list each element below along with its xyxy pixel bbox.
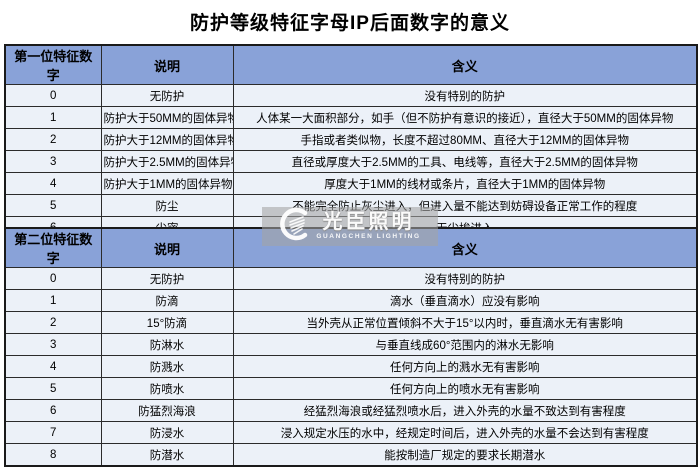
digit-cell: 2: [4, 128, 102, 151]
digit-cell: 7: [4, 421, 102, 444]
meaning-cell: 浸入规定水压的水中，经规定时间后，进入外壳的水量不会达到有害程度: [232, 421, 698, 444]
meaning-cell: 滴水（垂直滴水）应没有影响: [232, 289, 698, 312]
desc-cell: 防护大于2.5MM的固体异物: [100, 150, 234, 173]
desc-cell: 防潜水: [100, 443, 234, 467]
meaning-cell: 没有特别的防护: [232, 267, 698, 290]
table-row: 0 无防护 没有特别的防护: [4, 267, 698, 290]
table-row: 4 防护大于1MM的固体异物 厚度大于1MM的线材或条片，直径大于1MM的固体异…: [4, 172, 698, 195]
table-row: 2 15°防滴 当外壳从正常位置倾斜不大于15°以内时，垂直滴水无有害影响: [4, 311, 698, 334]
second-digit-table: 第二位特征数字 说明 含义 0 无防护 没有特别的防护 1 防滴 滴水（垂直滴水…: [4, 227, 698, 467]
col-header-description: 说明: [100, 227, 234, 268]
desc-cell: 防淋水: [100, 333, 234, 356]
desc-cell: 无防护: [100, 84, 234, 107]
desc-cell: 防浸水: [100, 421, 234, 444]
col-header-meaning: 含义: [232, 44, 698, 85]
meaning-cell: 人体某一大面积部分，如手（但不防护有意识的接近），直径大于50MM的固体异物: [232, 106, 698, 129]
brand-name-en: GUANGCHEN LIGHTING: [316, 233, 421, 241]
meaning-cell: 任何方向上的溅水无有害影响: [232, 355, 698, 378]
col-header-second-digit: 第二位特征数字: [4, 227, 102, 268]
digit-cell: 0: [4, 267, 102, 290]
col-header-first-digit: 第一位特征数字: [4, 44, 102, 85]
table-header-row: 第一位特征数字 说明 含义: [4, 44, 698, 85]
meaning-cell: 厚度大于1MM的线材或条片，直径大于1MM的固体异物: [232, 172, 698, 195]
page-title: 防护等级特征字母IP后面数字的意义: [190, 13, 510, 34]
digit-cell: 3: [4, 333, 102, 356]
desc-cell: 无防护: [100, 267, 234, 290]
digit-cell: 5: [4, 377, 102, 400]
meaning-cell: 直径或厚度大于2.5MM的工具、电线等，直径大于2.5MM的固体异物: [232, 150, 698, 173]
meaning-cell: 任何方向上的喷水无有害影响: [232, 377, 698, 400]
digit-cell: 1: [4, 106, 102, 129]
desc-cell: 防滴: [100, 289, 234, 312]
brand-name-cn: 光臣照明: [322, 211, 415, 234]
meaning-cell: 能按制造厂规定的要求长期潜水: [232, 443, 698, 467]
digit-cell: 0: [4, 84, 102, 107]
digit-cell: 2: [4, 311, 102, 334]
desc-cell: 防护大于12MM的固体异物: [100, 128, 234, 151]
meaning-cell: 经猛烈海浪或经猛烈喷水后，进入外壳的水量不致达到有害程度: [232, 399, 698, 422]
guangchen-logo-icon: [279, 207, 313, 246]
col-header-description: 说明: [100, 44, 234, 85]
table-row: 0 无防护 没有特别的防护: [4, 84, 698, 107]
desc-cell: 防溅水: [100, 355, 234, 378]
digit-cell: 8: [4, 443, 102, 467]
table-row: 3 防护大于2.5MM的固体异物 直径或厚度大于2.5MM的工具、电线等，直径大…: [4, 150, 698, 173]
desc-cell: 15°防滴: [100, 311, 234, 334]
table-row: 2 防护大于12MM的固体异物 手指或者类似物，长度不超过80MM、直径大于12…: [4, 128, 698, 151]
digit-cell: 5: [4, 194, 102, 217]
table-row: 5 防喷水 任何方向上的喷水无有害影响: [4, 377, 698, 400]
digit-cell: 4: [4, 172, 102, 195]
table-row: 6 防猛烈海浪 经猛烈海浪或经猛烈喷水后，进入外壳的水量不致达到有害程度: [4, 399, 698, 422]
table-row: 1 防滴 滴水（垂直滴水）应没有影响: [4, 289, 698, 312]
desc-cell: 防护大于50MM的固体异物: [100, 106, 234, 129]
meaning-cell: 当外壳从正常位置倾斜不大于15°以内时，垂直滴水无有害影响: [232, 311, 698, 334]
desc-cell: 防尘: [100, 194, 234, 217]
meaning-cell: 手指或者类似物，长度不超过80MM、直径大于12MM的固体异物: [232, 128, 698, 151]
meaning-cell: 与垂直线成60°范围内的淋水无影响: [232, 333, 698, 356]
table-row: 1 防护大于50MM的固体异物 人体某一大面积部分，如手（但不防护有意识的接近）…: [4, 106, 698, 129]
table-row: 3 防淋水 与垂直线成60°范围内的淋水无影响: [4, 333, 698, 356]
meaning-cell: 没有特别的防护: [232, 84, 698, 107]
table-row: 8 防潜水 能按制造厂规定的要求长期潜水: [4, 443, 698, 467]
digit-cell: 4: [4, 355, 102, 378]
table-row: 7 防浸水 浸入规定水压的水中，经规定时间后，进入外壳的水量不会达到有害程度: [4, 421, 698, 444]
desc-cell: 防喷水: [100, 377, 234, 400]
digit-cell: 6: [4, 399, 102, 422]
table-row: 4 防溅水 任何方向上的溅水无有害影响: [4, 355, 698, 378]
desc-cell: 防护大于1MM的固体异物: [100, 172, 234, 195]
digit-cell: 3: [4, 150, 102, 173]
desc-cell: 防猛烈海浪: [100, 399, 234, 422]
digit-cell: 1: [4, 289, 102, 312]
brand-watermark: 光臣照明 GUANGCHEN LIGHTING: [262, 207, 438, 246]
